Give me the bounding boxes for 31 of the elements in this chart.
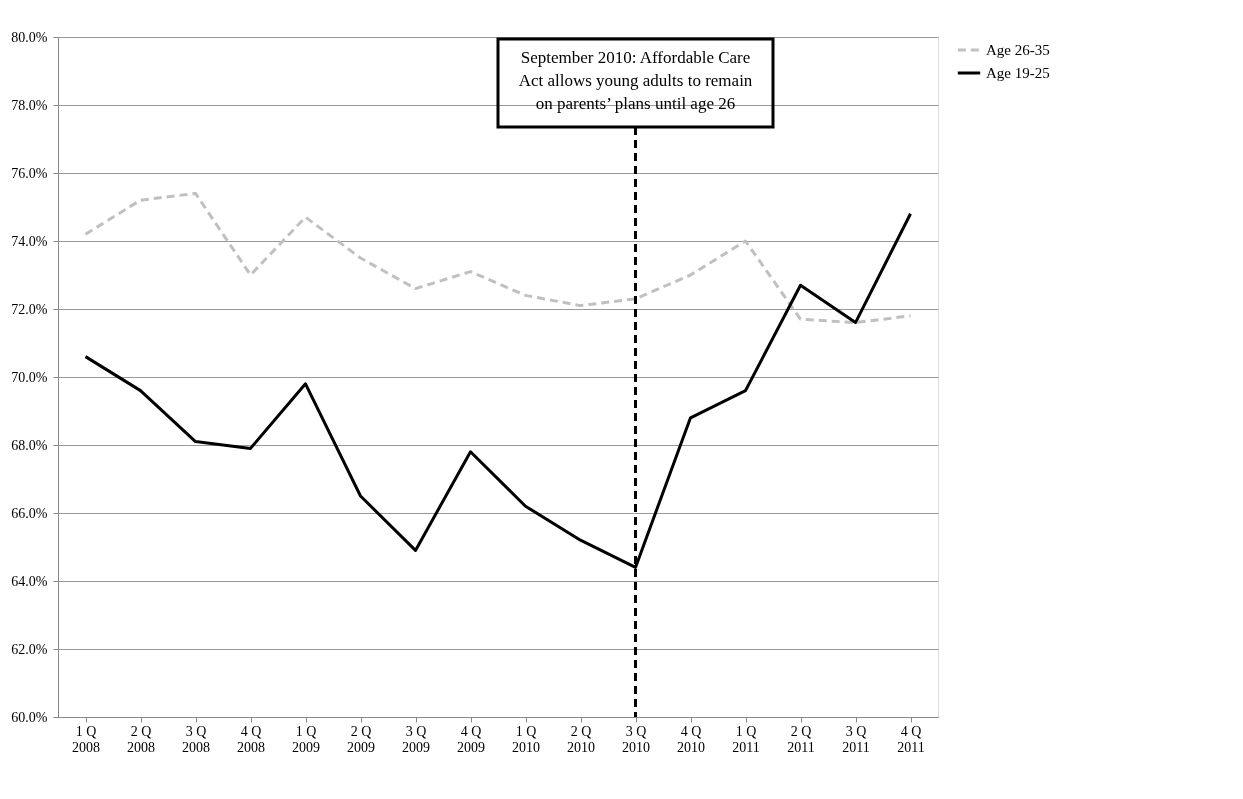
x-tick-label: 4 Q 2010: [677, 723, 705, 755]
x-tick-label: 2 Q 2008: [127, 723, 155, 755]
x-tick-label: 3 Q 2009: [402, 723, 430, 755]
y-tick-label: 60.0%: [11, 709, 48, 725]
x-tick-label: 4 Q 2008: [237, 723, 265, 755]
y-tick-label: 72.0%: [11, 301, 48, 317]
y-tick-label: 66.0%: [11, 505, 48, 521]
y-tick-label: 74.0%: [11, 233, 48, 249]
y-tick-label: 70.0%: [11, 369, 48, 385]
y-tick-label: 76.0%: [11, 165, 48, 181]
x-tick-label: 1 Q 2010: [512, 723, 540, 755]
y-tick-label: 64.0%: [11, 573, 48, 589]
y-tick-label: 62.0%: [11, 641, 48, 657]
legend-label: Age 19-25: [986, 65, 1050, 81]
x-tick-label: 3 Q 2008: [182, 723, 210, 755]
x-tick-label: 4 Q 2009: [457, 723, 485, 755]
y-tick-label: 68.0%: [11, 437, 48, 453]
x-tick-label: 2 Q 2010: [567, 723, 595, 755]
x-tick-label: 2 Q 2009: [347, 723, 375, 755]
x-tick-label: 4 Q 2011: [897, 723, 925, 755]
line-series: [84, 191, 912, 325]
x-tick-label: 2 Q 2011: [787, 723, 815, 755]
y-tick-label: 78.0%: [11, 97, 48, 113]
x-tick-label: 3 Q 2011: [842, 723, 870, 755]
x-tick-label: 1 Q 2008: [72, 723, 100, 755]
x-tick-label: 3 Q 2010: [622, 723, 650, 755]
x-tick-label: 1 Q 2009: [292, 723, 320, 755]
x-tick-label: 1 Q 2011: [732, 723, 760, 755]
ref-line-label: September 2010: Affordable Care Act allows young adults to remain on parents’ plans until age 26: [518, 48, 753, 113]
y-tick-label: 80.0%: [11, 29, 48, 45]
legend-label: Age 26-35: [986, 42, 1050, 58]
